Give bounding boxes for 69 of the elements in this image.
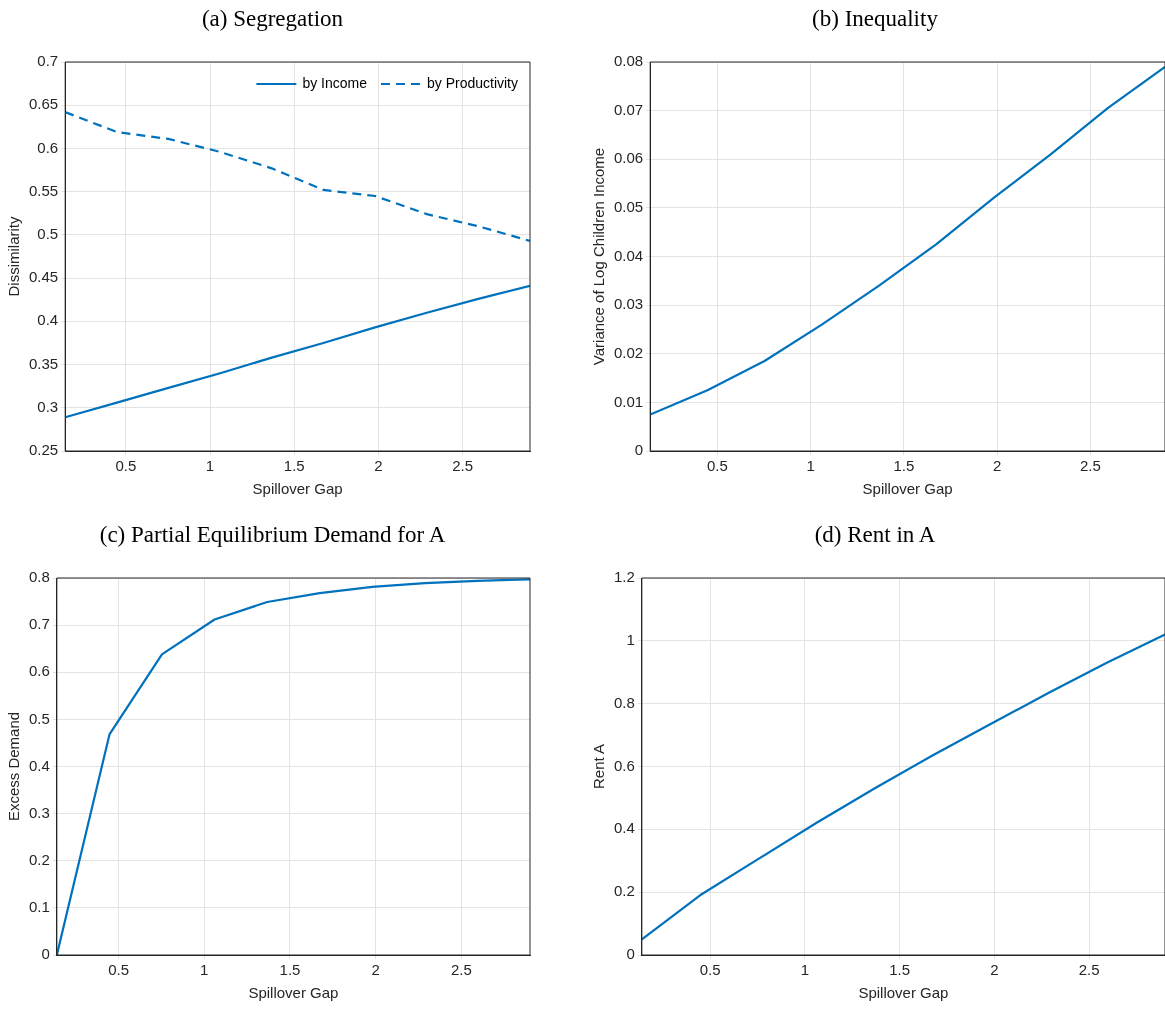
x-tick-label: 2.5: [452, 457, 474, 475]
y-tick-label: 0.5: [28, 709, 50, 727]
x-axis-title: Spillover Gap: [252, 480, 343, 498]
y-axis-title: Dissimilarity: [5, 216, 23, 297]
y-tick-label: 0.04: [613, 246, 644, 264]
legend-label: by Productivity: [426, 74, 519, 91]
x-tick-label: 1.5: [279, 961, 301, 979]
x-tick-label: 2.5: [451, 961, 472, 979]
x-tick-label: 1.5: [893, 457, 915, 475]
y-tick-label: 0.3: [28, 803, 50, 821]
y-tick-label: 0.6: [28, 662, 50, 680]
y-tick-label: 0: [634, 441, 644, 459]
y-tick-label: 0: [41, 945, 50, 963]
y-tick-label: 0.06: [613, 149, 644, 167]
x-tick-label: 2: [374, 457, 383, 475]
y-tick-label: 0.4: [37, 311, 59, 329]
chart-title: (c) Partial Equilibrium Demand for A: [98, 522, 447, 548]
y-tick-label: 0.07: [613, 100, 644, 118]
x-tick-label: 2: [371, 961, 380, 979]
x-tick-label: 0.5: [108, 961, 129, 979]
y-tick-label: 0.08: [613, 52, 644, 70]
x-tick-label: 0.5: [706, 457, 728, 475]
y-tick-label: 0.25: [28, 441, 59, 459]
x-tick-label: 1.5: [283, 457, 305, 475]
y-tick-label: 0.02: [613, 343, 644, 361]
y-tick-label: 0.2: [28, 850, 50, 868]
y-tick-label: 1.2: [613, 568, 635, 586]
y-tick-label: 0.8: [613, 693, 635, 711]
y-tick-label: 0.8: [28, 568, 50, 586]
y-tick-label: 1: [626, 630, 635, 648]
y-tick-label: 0.2: [613, 882, 635, 900]
y-tick-label: 0.4: [613, 819, 635, 837]
x-axis-title: Spillover Gap: [862, 480, 953, 498]
y-tick-label: 0.01: [613, 392, 644, 410]
y-tick-label: 0.6: [37, 138, 59, 156]
y-tick-label: 0.55: [28, 181, 59, 199]
y-tick-label: 0.7: [28, 615, 50, 633]
y-tick-label: 0.65: [28, 95, 59, 113]
x-axis-title: Spillover Gap: [248, 984, 339, 1002]
y-axis-title: Rent A: [590, 743, 608, 790]
x-tick-label: 2: [992, 457, 1002, 475]
y-tick-label: 0.1: [28, 898, 50, 916]
x-tick-label: 1: [800, 961, 810, 979]
x-tick-label: 1: [200, 961, 209, 979]
y-axis-title: Excess Demand: [5, 711, 23, 822]
y-tick-label: 0.4: [28, 756, 50, 774]
x-tick-label: 1: [806, 457, 815, 475]
y-axis-title: Variance of Log Children Income: [590, 147, 608, 366]
y-tick-label: 0.45: [28, 268, 59, 286]
chart-title: (b) Inequality: [811, 6, 939, 32]
x-tick-label: 1.5: [889, 961, 911, 979]
y-tick-label: 0: [626, 945, 635, 963]
chart-title: (d) Rent in A: [813, 522, 937, 548]
x-tick-label: 1: [205, 457, 215, 475]
x-tick-label: 2.5: [1078, 961, 1100, 979]
y-tick-label: 0.7: [37, 52, 59, 70]
chart-title: (a) Segregation: [200, 6, 345, 32]
x-axis-title: Spillover Gap: [858, 984, 949, 1002]
x-tick-label: 0.5: [115, 457, 137, 475]
y-tick-label: 0.05: [613, 198, 644, 216]
x-tick-label: 2: [990, 961, 999, 979]
x-tick-label: 0.5: [699, 961, 721, 979]
legend-label: by Income: [302, 74, 368, 91]
y-tick-label: 0.3: [37, 397, 59, 415]
y-tick-label: 0.03: [613, 295, 644, 313]
y-tick-label: 0.35: [28, 354, 59, 372]
y-tick-label: 0.6: [613, 756, 635, 774]
x-tick-label: 2.5: [1079, 457, 1101, 475]
y-tick-label: 0.5: [37, 225, 59, 243]
